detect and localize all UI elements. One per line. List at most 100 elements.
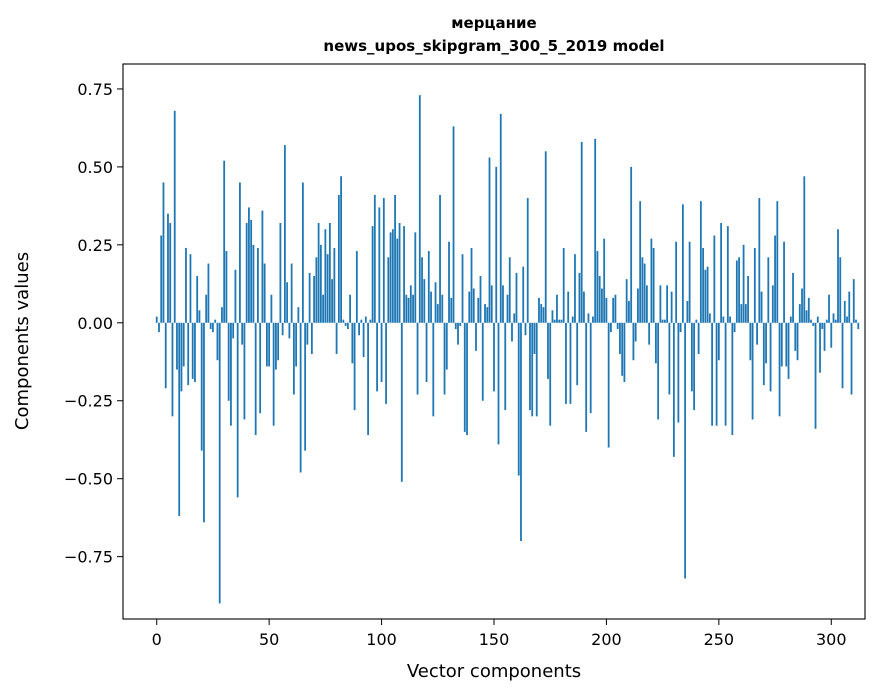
bar xyxy=(603,238,606,323)
bar xyxy=(639,201,642,323)
bar xyxy=(819,322,821,373)
bar xyxy=(196,276,199,323)
bar xyxy=(385,322,387,404)
bar xyxy=(272,322,275,426)
bar xyxy=(286,282,289,323)
bar xyxy=(558,319,561,323)
bar xyxy=(448,241,450,323)
bar xyxy=(398,223,401,323)
bar xyxy=(203,322,205,523)
bar xyxy=(668,322,671,395)
bar xyxy=(263,263,266,323)
bar xyxy=(713,235,716,323)
bar xyxy=(601,288,603,323)
bar xyxy=(189,254,192,323)
bar xyxy=(686,300,689,323)
bar xyxy=(355,251,358,323)
bar xyxy=(571,316,574,323)
bar xyxy=(801,288,803,323)
bar xyxy=(850,322,853,395)
bar xyxy=(391,229,394,323)
bar xyxy=(567,291,570,323)
bar xyxy=(807,297,810,323)
bar xyxy=(324,229,327,323)
bar xyxy=(549,322,552,426)
bar xyxy=(612,297,615,323)
bar xyxy=(214,319,217,323)
bar xyxy=(848,291,851,323)
bar xyxy=(382,198,385,323)
bar xyxy=(661,319,664,323)
bar xyxy=(574,254,576,323)
bar xyxy=(304,322,307,451)
bar xyxy=(403,226,405,323)
bar xyxy=(319,244,322,323)
bar xyxy=(657,322,660,420)
bar xyxy=(747,276,749,323)
bar xyxy=(769,322,772,392)
bar xyxy=(234,269,237,323)
y-tick-label: 0.50 xyxy=(77,158,113,177)
bar xyxy=(236,322,239,498)
bar xyxy=(221,307,223,323)
bar xyxy=(749,322,752,361)
bar xyxy=(562,247,565,323)
bar xyxy=(241,322,244,345)
bar xyxy=(430,291,432,323)
bar xyxy=(556,294,558,323)
bar xyxy=(706,266,709,323)
bar xyxy=(250,219,253,323)
bar xyxy=(209,322,212,330)
bar xyxy=(297,307,300,323)
bar xyxy=(607,322,610,448)
x-tick-label: 300 xyxy=(816,630,847,649)
bar xyxy=(544,151,547,323)
bar xyxy=(852,279,855,323)
bar xyxy=(167,213,169,323)
bar xyxy=(753,247,756,323)
bar xyxy=(364,316,367,323)
bar xyxy=(704,269,707,323)
bar xyxy=(643,263,646,323)
bar xyxy=(785,322,788,367)
bar xyxy=(720,223,722,323)
bar xyxy=(740,304,743,323)
bar xyxy=(735,260,738,323)
bar xyxy=(353,322,356,411)
bar xyxy=(346,322,349,330)
bar xyxy=(412,294,414,323)
x-axis: 0 50 100 150 200 250 300 xyxy=(152,619,847,649)
bar xyxy=(751,322,754,420)
bar xyxy=(477,297,480,323)
y-tick-label: −0.50 xyxy=(64,470,113,489)
bar xyxy=(283,145,286,323)
bar xyxy=(699,201,702,323)
bar xyxy=(778,322,781,417)
bar xyxy=(619,322,621,354)
bar xyxy=(450,297,453,323)
bar xyxy=(180,322,183,392)
bar xyxy=(585,322,588,432)
bar xyxy=(616,322,619,330)
bar xyxy=(461,254,464,323)
bar xyxy=(816,316,819,323)
bar xyxy=(733,322,736,333)
bar xyxy=(731,322,734,436)
bar xyxy=(328,223,331,323)
bar xyxy=(418,95,421,323)
bar xyxy=(257,247,259,323)
bar xyxy=(310,322,313,354)
bar xyxy=(400,322,403,482)
bar xyxy=(547,322,549,379)
bar xyxy=(164,322,167,389)
bar xyxy=(270,294,273,323)
bar xyxy=(322,294,325,323)
bar xyxy=(652,247,655,323)
bar xyxy=(160,235,163,323)
chart-title: мерцание xyxy=(451,14,536,32)
bar xyxy=(637,288,639,323)
bar xyxy=(387,257,390,323)
bar xyxy=(504,322,507,411)
bar xyxy=(155,316,158,323)
bar xyxy=(486,307,489,323)
